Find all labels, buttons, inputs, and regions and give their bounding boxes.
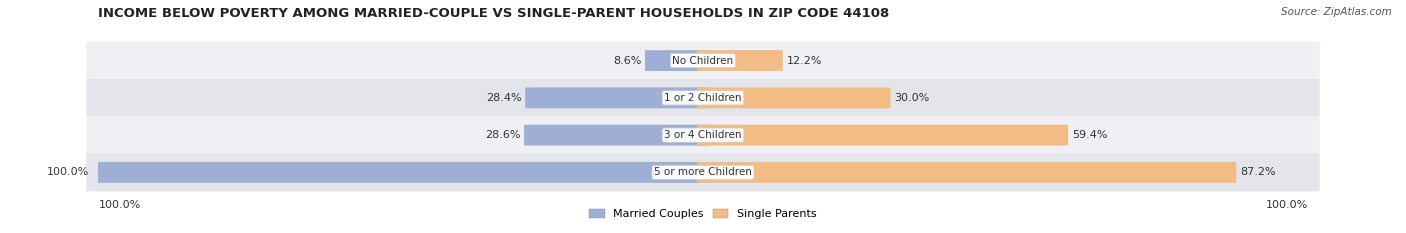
Text: 28.4%: 28.4%	[486, 93, 522, 103]
FancyBboxPatch shape	[697, 162, 1236, 183]
Legend: Married Couples, Single Parents: Married Couples, Single Parents	[589, 209, 817, 219]
FancyBboxPatch shape	[697, 50, 783, 71]
Text: 100.0%: 100.0%	[1265, 200, 1308, 210]
FancyBboxPatch shape	[697, 125, 1069, 146]
FancyBboxPatch shape	[524, 125, 709, 146]
Text: 8.6%: 8.6%	[613, 56, 641, 65]
Text: 3 or 4 Children: 3 or 4 Children	[664, 130, 742, 140]
Text: 59.4%: 59.4%	[1071, 130, 1108, 140]
Text: 28.6%: 28.6%	[485, 130, 520, 140]
FancyBboxPatch shape	[526, 87, 709, 108]
Text: 100.0%: 100.0%	[98, 200, 141, 210]
Text: Source: ZipAtlas.com: Source: ZipAtlas.com	[1281, 7, 1392, 17]
FancyBboxPatch shape	[86, 79, 1320, 117]
FancyBboxPatch shape	[86, 41, 1320, 80]
FancyBboxPatch shape	[86, 153, 1320, 192]
Text: 100.0%: 100.0%	[46, 168, 89, 177]
FancyBboxPatch shape	[86, 116, 1320, 154]
Text: 87.2%: 87.2%	[1240, 168, 1275, 177]
Text: 5 or more Children: 5 or more Children	[654, 168, 752, 177]
Text: INCOME BELOW POVERTY AMONG MARRIED-COUPLE VS SINGLE-PARENT HOUSEHOLDS IN ZIP COD: INCOME BELOW POVERTY AMONG MARRIED-COUPL…	[98, 7, 890, 20]
FancyBboxPatch shape	[645, 50, 709, 71]
FancyBboxPatch shape	[697, 87, 890, 108]
Text: 1 or 2 Children: 1 or 2 Children	[664, 93, 742, 103]
Text: 30.0%: 30.0%	[894, 93, 929, 103]
Text: No Children: No Children	[672, 56, 734, 65]
Text: 12.2%: 12.2%	[786, 56, 823, 65]
FancyBboxPatch shape	[93, 162, 709, 183]
